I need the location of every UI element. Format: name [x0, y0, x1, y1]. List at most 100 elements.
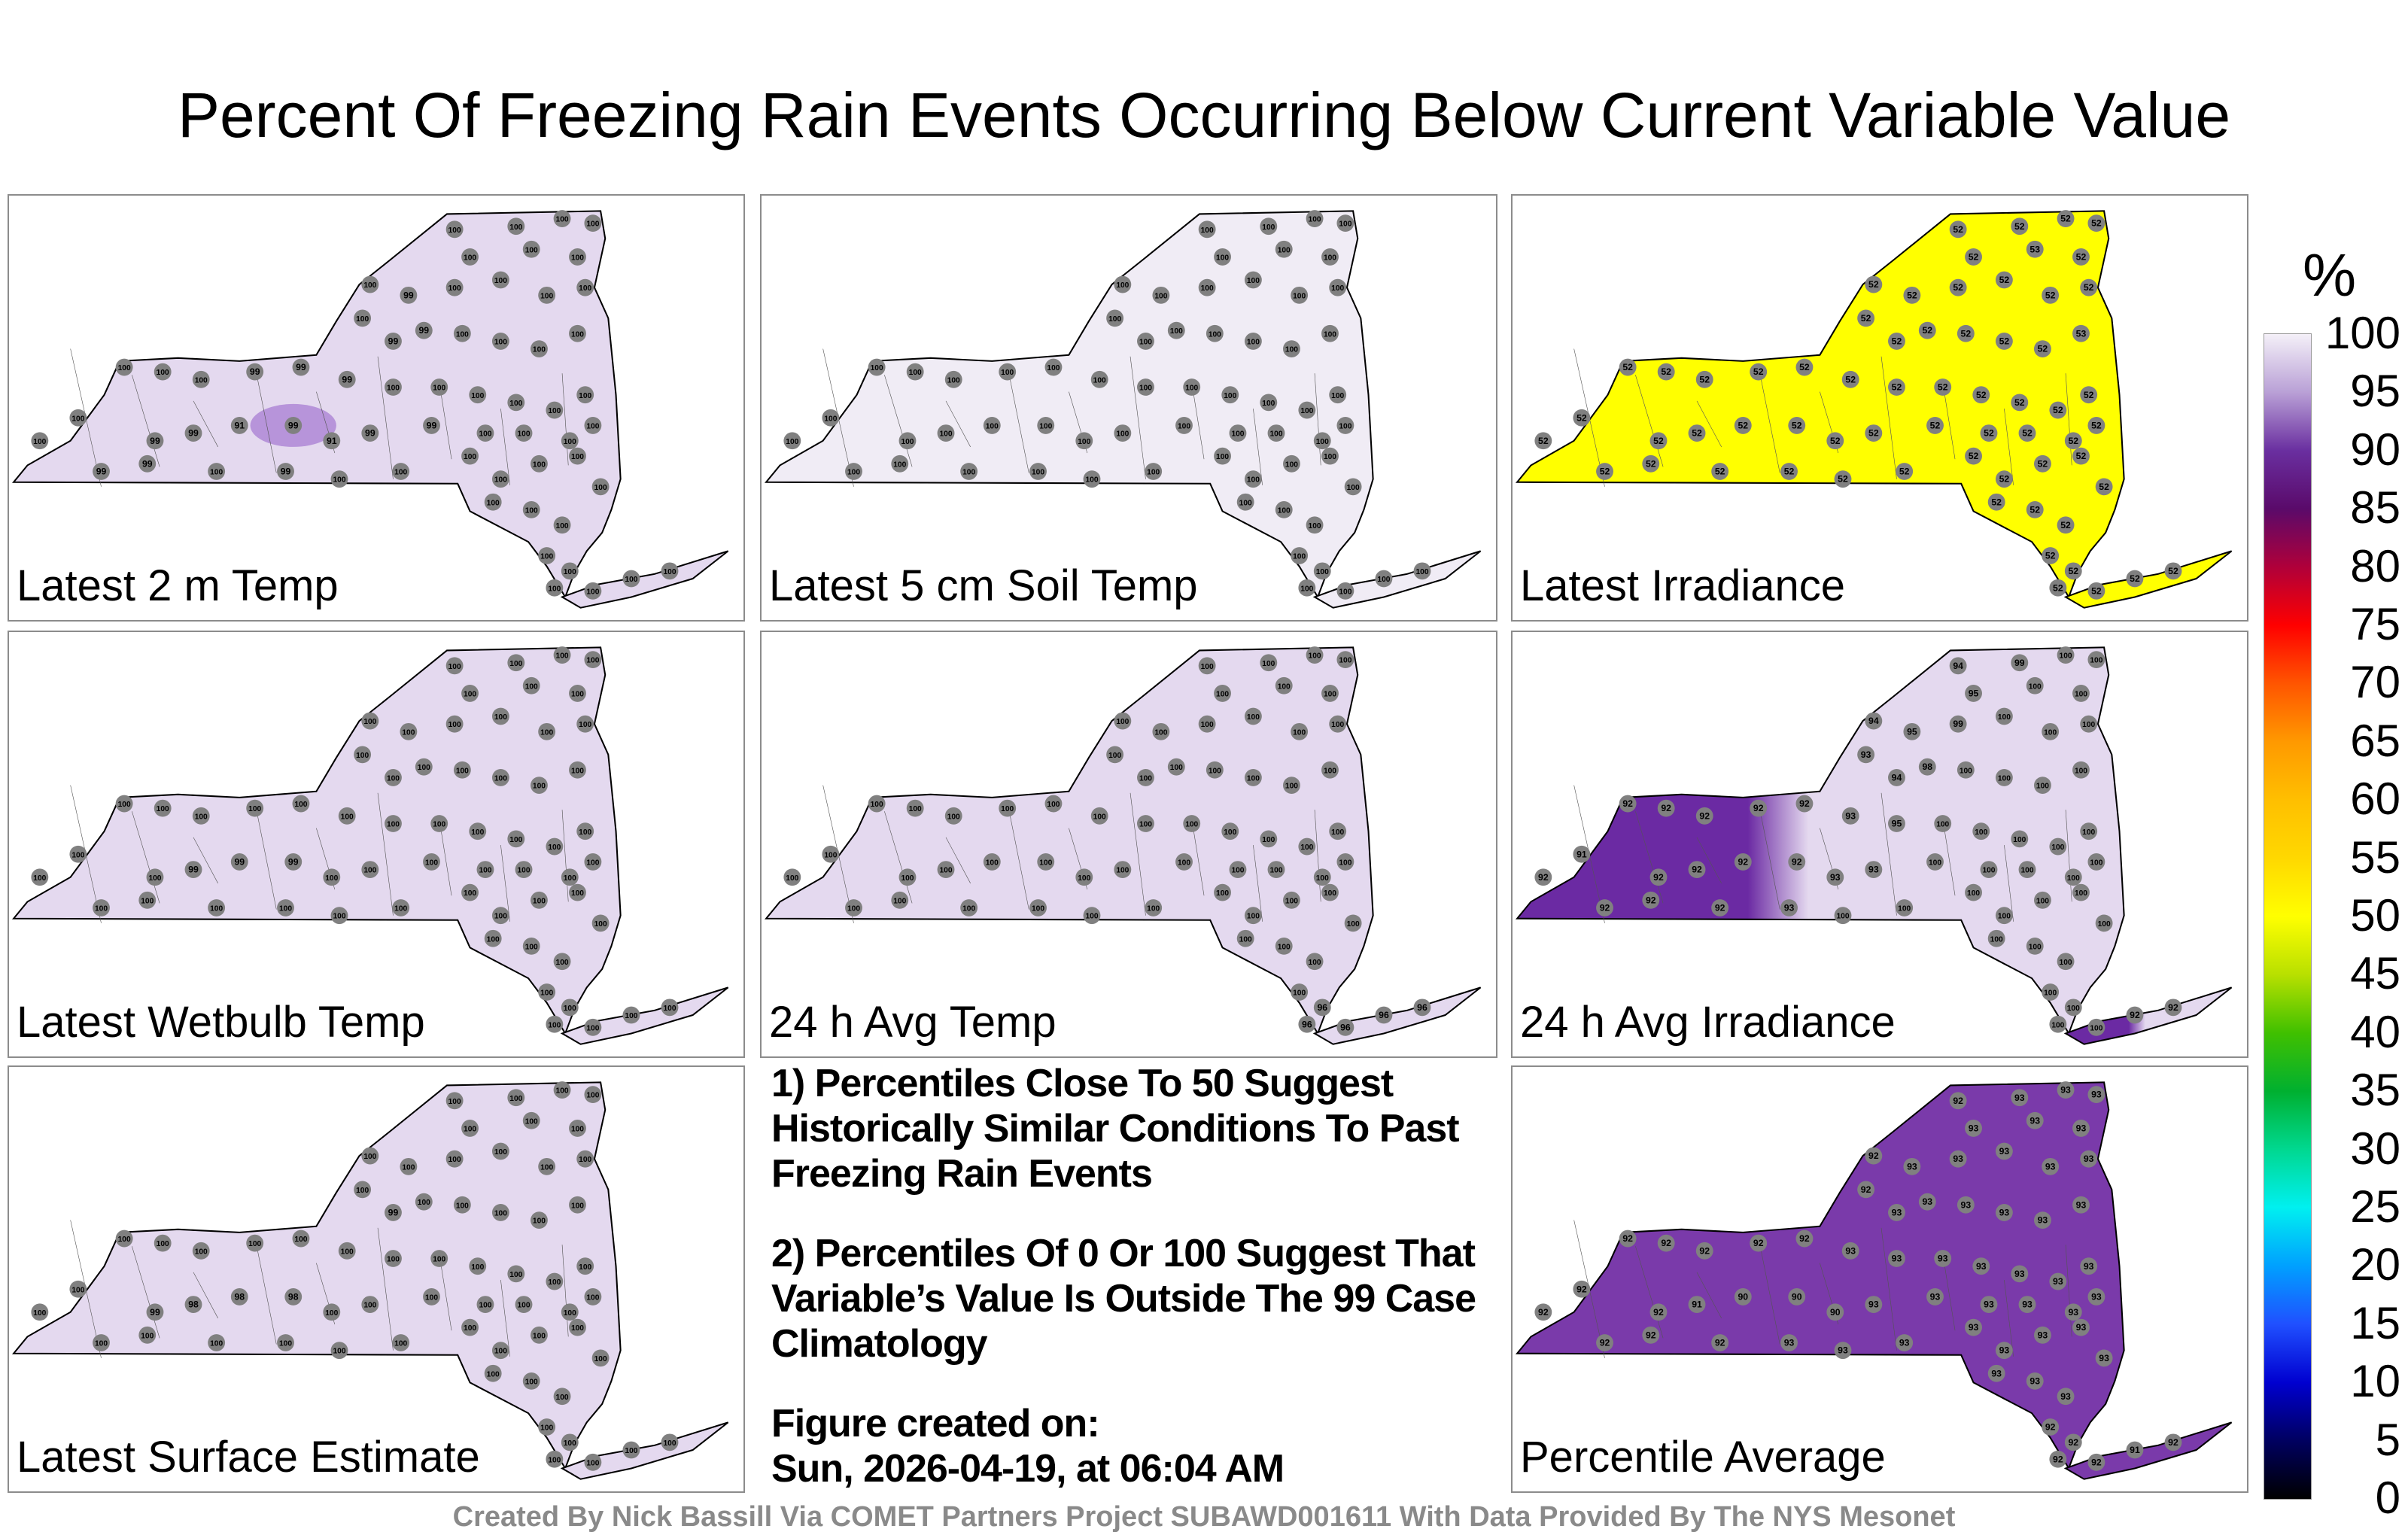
station-marker: 100: [661, 1433, 679, 1451]
station-marker: 100: [1145, 463, 1163, 480]
station-marker: 100: [476, 424, 494, 442]
station-marker: 100: [453, 761, 471, 779]
station-dot: [584, 651, 602, 669]
station-value: 100: [509, 1271, 522, 1279]
station-marker: 93: [2095, 1349, 2113, 1367]
station-value: 100: [2075, 691, 2087, 699]
station-value: 100: [893, 897, 906, 905]
station-dot: [2018, 861, 2036, 878]
station-value: 92: [1953, 1096, 1963, 1106]
station-dot: [1918, 1193, 1936, 1211]
station-value: 100: [1178, 422, 1190, 430]
station-dot: [891, 454, 909, 473]
station-value: 100: [1116, 718, 1129, 726]
station-marker: 93: [1934, 1250, 1952, 1267]
station-marker: 100: [1834, 907, 1852, 925]
station-marker: 99: [230, 853, 248, 871]
station-value: 100: [1377, 576, 1390, 584]
station-marker: 100: [944, 807, 962, 825]
station-dot: [546, 1450, 564, 1468]
station-value: 53: [2076, 328, 2087, 339]
station-marker: 99: [361, 424, 379, 442]
station-marker: 100: [445, 657, 464, 675]
station-marker: 100: [661, 562, 679, 580]
station-dot: [661, 562, 679, 580]
station-marker: 52: [1734, 417, 1752, 434]
station-marker: 100: [960, 899, 978, 916]
station-dot: [553, 646, 571, 664]
station-marker: 100: [31, 1303, 49, 1321]
station-value: 100: [118, 1236, 131, 1244]
station-value: 52: [1899, 467, 1910, 477]
station-dot: [1306, 953, 1324, 971]
station-value: 100: [1154, 728, 1167, 737]
colorbar-tick-label: 70: [2350, 657, 2400, 708]
station-dot: [531, 454, 548, 473]
station-value: 100: [1231, 867, 1244, 875]
station-marker: 100: [584, 853, 602, 871]
station-marker: 100: [1167, 758, 1185, 776]
station-dot: [1329, 386, 1347, 404]
station-value: 100: [479, 1302, 491, 1310]
station-dot: [1321, 324, 1339, 342]
station-marker: 100: [338, 1242, 356, 1260]
station-value: 99: [388, 1208, 399, 1218]
station-value: 100: [1331, 828, 1344, 837]
station-dot: [1313, 999, 1331, 1017]
station-value: 100: [556, 1394, 569, 1402]
station-marker: 100: [491, 470, 509, 488]
station-value: 93: [2076, 1199, 2087, 1210]
station-value: 100: [157, 1240, 169, 1248]
station-value: 93: [2029, 1375, 2040, 1386]
station-value: 93: [1991, 1368, 2002, 1378]
station-value: 100: [2060, 652, 2072, 661]
station-value: 100: [1032, 469, 1044, 477]
station-dot: [2049, 1450, 2067, 1468]
station-dot: [584, 417, 602, 434]
station-value: 100: [1201, 226, 1214, 235]
station-marker: 93: [2026, 1372, 2044, 1390]
station-value: 100: [387, 1256, 400, 1264]
station-marker: 100: [445, 715, 464, 733]
station-dot: [507, 217, 525, 236]
station-marker: 99: [138, 454, 157, 473]
station-marker: 93: [1965, 1318, 1982, 1336]
station-dot: [1198, 220, 1216, 239]
colorbar-tick-label: 55: [2350, 831, 2400, 883]
station-value: 100: [1262, 400, 1275, 408]
station-value: 52: [2014, 397, 2025, 408]
station-dot: [1965, 883, 1982, 901]
station-dot: [338, 1242, 356, 1260]
station-value: 100: [1116, 867, 1129, 875]
station-marker: 92: [1788, 853, 1806, 871]
station-value: 100: [471, 1263, 484, 1272]
station-value: 100: [71, 1286, 84, 1294]
station-value: 100: [1331, 392, 1344, 400]
station-value: 93: [1899, 1338, 1910, 1348]
station-marker: 100: [983, 417, 1001, 434]
station-value: 100: [294, 801, 307, 809]
station-dot: [1995, 769, 2013, 786]
station-marker: 100: [1236, 493, 1254, 511]
station-value: 52: [2029, 504, 2040, 515]
station-marker: 100: [822, 409, 840, 427]
station-marker: 100: [507, 394, 525, 412]
station-value: 100: [294, 1236, 307, 1244]
station-value: 100: [1285, 897, 1298, 905]
station-value: 92: [1738, 857, 1748, 868]
station-dot: [1619, 358, 1637, 376]
station-value: 93: [2014, 1269, 2025, 1279]
station-marker: 93: [1949, 1150, 1967, 1168]
station-dot: [1711, 463, 1729, 480]
station-value: 100: [1216, 691, 1229, 699]
station-value: 100: [2090, 1024, 2102, 1032]
station-dot: [2087, 1288, 2105, 1306]
station-value: 92: [1715, 1338, 1725, 1348]
station-value: 100: [248, 805, 261, 813]
station-value: 52: [1969, 451, 1979, 461]
station-value: 100: [540, 989, 553, 998]
station-value: 100: [1285, 783, 1298, 791]
new-york-state-outline: [11, 646, 622, 1035]
station-marker: 94: [1949, 657, 1967, 675]
